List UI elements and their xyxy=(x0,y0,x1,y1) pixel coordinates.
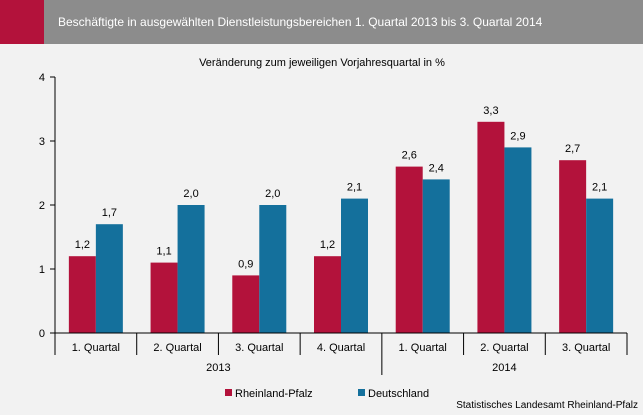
legend-label: Deutschland xyxy=(368,388,429,400)
data-label: 2,0 xyxy=(265,188,280,200)
data-label: 2,1 xyxy=(347,182,362,194)
x-tick-label: 1. Quartal xyxy=(399,342,447,354)
legend-swatch xyxy=(358,389,365,396)
x-group-label: 2013 xyxy=(206,362,230,374)
y-tick-label: 1 xyxy=(39,264,45,276)
chart-header-title: Beschäftigte in ausgewählten Dienstleist… xyxy=(58,15,543,29)
header-accent xyxy=(0,0,44,44)
bar xyxy=(422,179,450,333)
y-tick-label: 4 xyxy=(39,72,45,84)
data-label: 2,7 xyxy=(565,143,580,155)
x-tick-label: 3. Quartal xyxy=(562,342,610,354)
header-bar xyxy=(0,0,643,44)
bar xyxy=(177,205,205,333)
bar xyxy=(68,256,96,333)
data-label: 1,1 xyxy=(156,246,171,258)
bar xyxy=(477,121,505,333)
bar xyxy=(586,198,614,333)
data-label: 1,2 xyxy=(320,239,335,251)
chart-title: Veränderung zum jeweiligen Vorjahresquar… xyxy=(199,57,445,69)
data-label: 2,9 xyxy=(510,130,525,142)
x-tick-label: 2. Quartal xyxy=(153,342,201,354)
bar xyxy=(504,147,532,333)
legend: Rheinland-Pfalz Deutschland xyxy=(225,388,429,400)
y-axis: 0 1 2 3 4 xyxy=(39,72,56,340)
data-label: 3,3 xyxy=(483,105,498,117)
bar xyxy=(395,166,423,333)
y-tick-label: 2 xyxy=(39,200,45,212)
source-note: Statistisches Landesamt Rheinland-Pfalz xyxy=(456,400,638,411)
x-tick-label: 3. Quartal xyxy=(235,342,283,354)
bars xyxy=(68,121,614,333)
data-label: 2,4 xyxy=(429,162,444,174)
data-label: 0,9 xyxy=(238,258,253,270)
bar xyxy=(341,198,368,333)
bar xyxy=(314,256,341,333)
legend-label: Rheinland-Pfalz xyxy=(235,388,313,400)
bar xyxy=(95,224,123,333)
data-label: 2,1 xyxy=(592,182,607,194)
x-axis: 1. Quartal 2. Quartal 3. Quartal 4. Quartal… xyxy=(54,332,628,375)
data-label: 1,7 xyxy=(102,207,117,219)
bar xyxy=(150,262,178,333)
y-tick-label: 3 xyxy=(39,136,45,148)
y-tick-label: 0 xyxy=(39,328,45,340)
data-label: 1,2 xyxy=(75,239,90,251)
bar xyxy=(559,160,587,333)
x-tick-label: 4. Quartal xyxy=(317,342,365,354)
x-tick-label: 1. Quartal xyxy=(72,342,120,354)
bar xyxy=(259,205,287,333)
bar xyxy=(232,275,260,333)
legend-swatch xyxy=(225,389,232,396)
x-tick-label: 2. Quartal xyxy=(480,342,528,354)
data-label: 2,6 xyxy=(402,150,417,162)
data-label: 2,0 xyxy=(183,188,198,200)
bar-labels: 1,2 1,1 0,9 1,2 2,6 3,3 2,7 1,7 2,0 2,0 2,1 2,4 2,9 2… xyxy=(75,105,608,271)
x-group-label: 2014 xyxy=(492,362,516,374)
